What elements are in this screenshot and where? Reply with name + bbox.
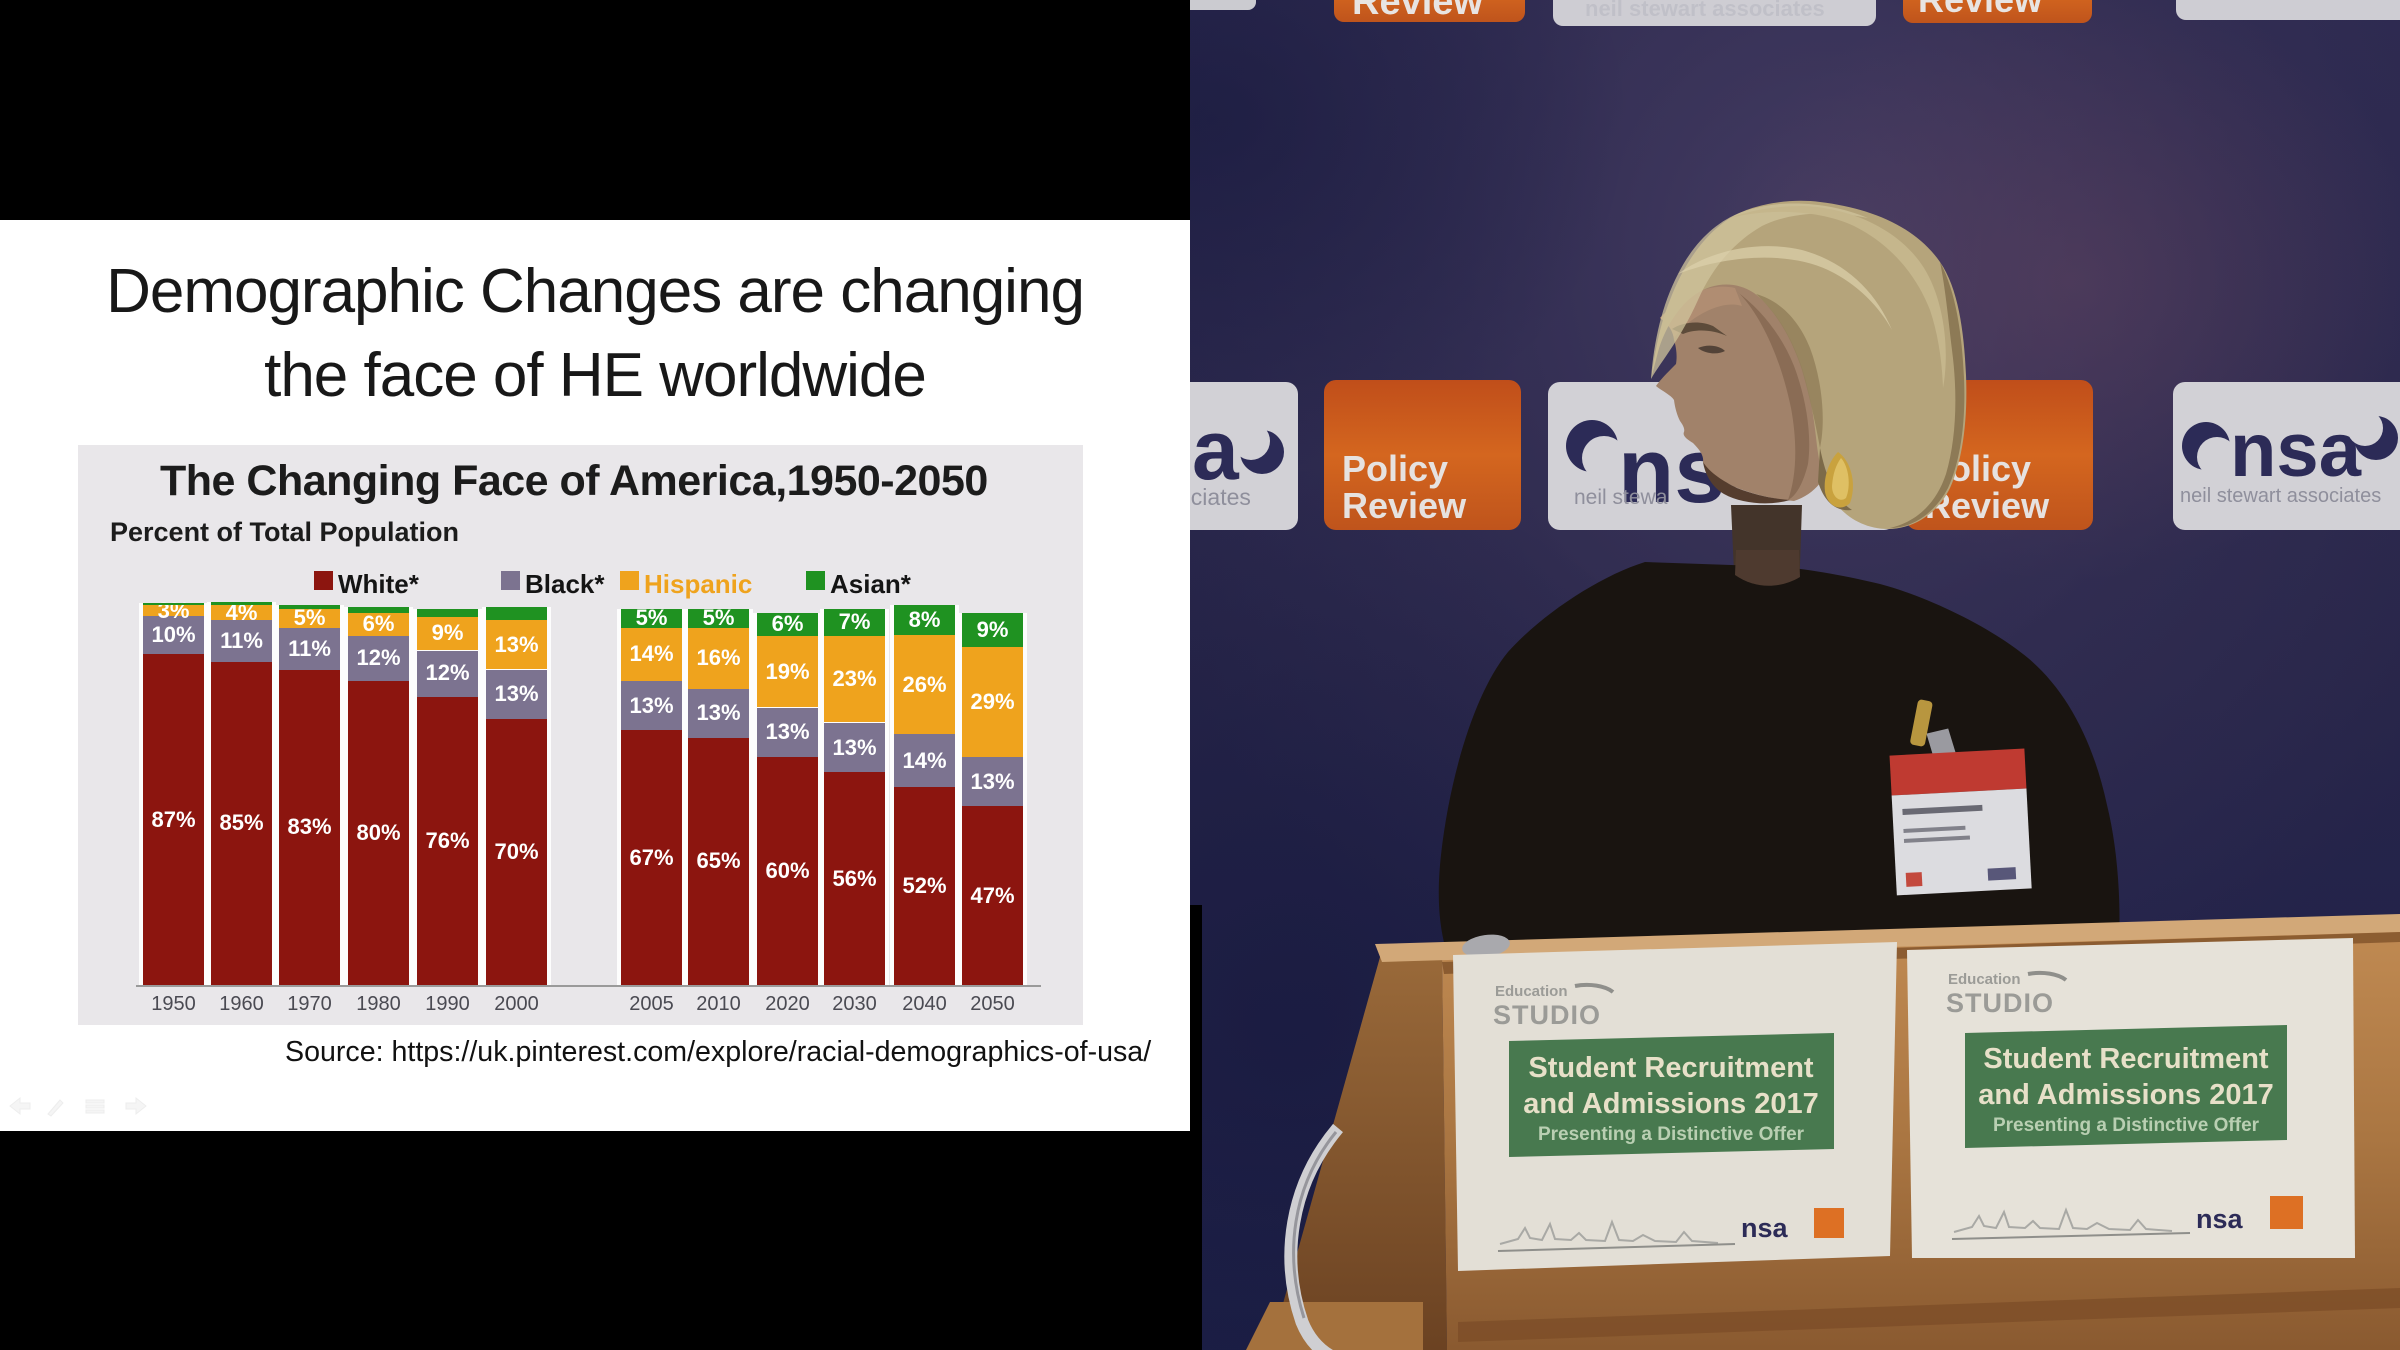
svg-text:neil stewa: neil stewa <box>1574 486 1668 509</box>
svg-text:neil stewart associates: neil stewart associates <box>1585 0 1825 21</box>
svg-text:and Admissions 2017: and Admissions 2017 <box>1523 1088 1818 1120</box>
svg-text:STUDIO: STUDIO <box>1493 1000 1601 1030</box>
svg-text:nsa: nsa <box>2196 1204 2244 1234</box>
svg-text:Presenting a Distinctive Offer: Presenting a Distinctive Offer <box>1538 1124 1805 1145</box>
svg-text:Review: Review <box>1342 485 1467 526</box>
svg-text:Review: Review <box>1352 0 1483 23</box>
svg-text:nsa: nsa <box>2230 408 2362 493</box>
svg-text:Student Recruitment: Student Recruitment <box>1528 1052 1814 1084</box>
svg-text:STUDIO: STUDIO <box>1946 988 2054 1018</box>
svg-text:Presenting a Distinctive Offer: Presenting a Distinctive Offer <box>1993 1115 2260 1136</box>
svg-text:Education: Education <box>1948 971 2021 988</box>
svg-text:ociates: ociates <box>1190 484 1251 510</box>
svg-text:nsa: nsa <box>1741 1213 1789 1243</box>
svg-text:Student Recruitment: Student Recruitment <box>1983 1043 2269 1075</box>
svg-text:and Admissions 2017: and Admissions 2017 <box>1978 1079 2273 1111</box>
svg-text:Education: Education <box>1495 983 1568 1000</box>
svg-text:Review: Review <box>1918 0 2043 20</box>
svg-text:neil stewart associates: neil stewart associates <box>2180 485 2381 507</box>
svg-text:a: a <box>1192 403 1240 497</box>
svg-text:Policy: Policy <box>1342 448 1448 489</box>
